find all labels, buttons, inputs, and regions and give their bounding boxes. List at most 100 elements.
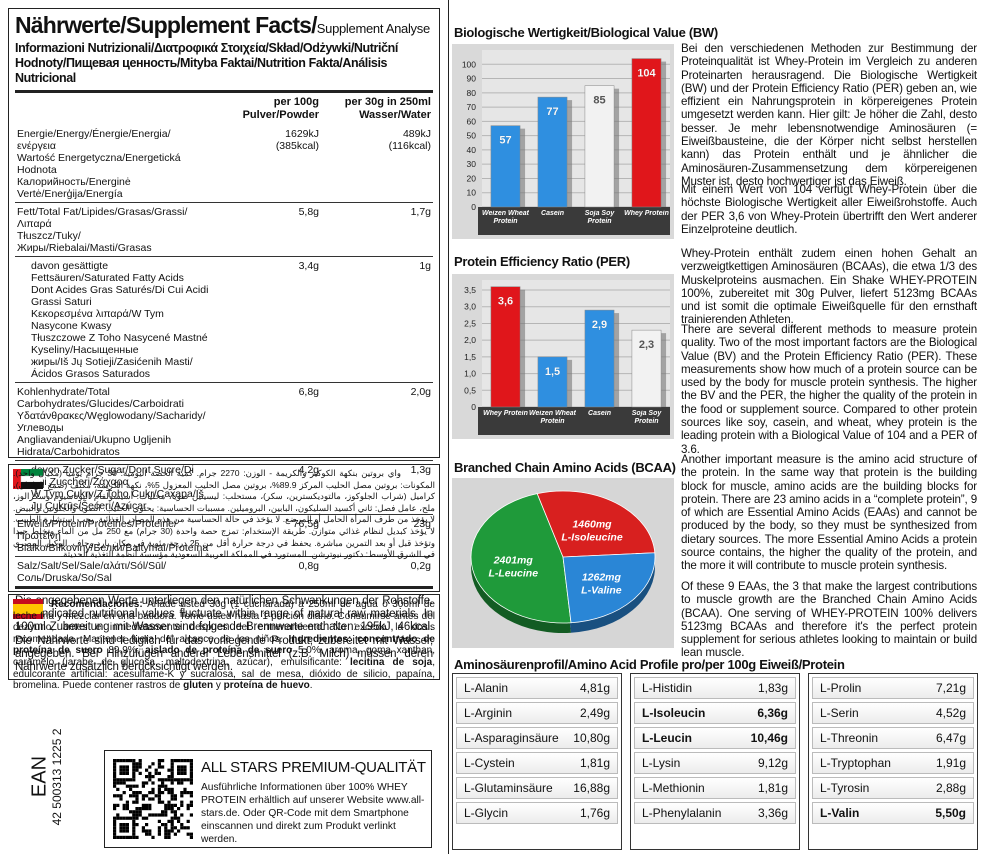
amino-value: 4,81g (579, 681, 610, 695)
qr-module (167, 819, 171, 823)
y-tick-label: 0 (471, 202, 476, 212)
qr-module (113, 826, 117, 830)
qr-module (132, 765, 136, 769)
x-label-box: Casein (541, 210, 564, 217)
qr-module (173, 778, 177, 782)
amino-column: L-Histidin 1,83g L-Isoleucin 6,36g L-Leucin 1… (630, 673, 800, 850)
qr-module (189, 800, 193, 804)
qr-module (151, 775, 155, 779)
slice-label: L-Isoleucine (561, 531, 622, 543)
qr-module (173, 816, 177, 820)
header-line: Hodnoty/Пищевая ценность/Mityba Faktai/N… (15, 56, 388, 85)
qr-module (116, 813, 120, 817)
nutrient-line: Κεκορεσμένα λιπαρά/W Tym Nasycone Kwasy (31, 308, 164, 332)
bar-side (660, 333, 667, 407)
qr-module (113, 794, 117, 798)
slice (470, 493, 572, 624)
amino-value: 2,88g (935, 781, 966, 795)
qr-module (113, 781, 117, 785)
qr-module (132, 829, 136, 833)
x-label-box: Soja Soy Protein (632, 410, 662, 425)
paragraph: Mit einem Wert von 104 verfügt Whey-Prot… (681, 183, 977, 236)
x-tick-label: Whey Protein (624, 210, 669, 217)
qr-module (122, 835, 126, 839)
paragraph: Whey-Protein enthält zudem einen hohen G… (681, 247, 977, 327)
qr-module (161, 800, 165, 804)
qr-module (167, 832, 171, 836)
amino-name: L-Threonin (820, 731, 879, 745)
qr-module (116, 803, 120, 807)
header-line: Informazioni Nutrizionali/Διατροφικά Στο… (15, 41, 398, 55)
nutrient-line: W Tym Cukry/Z Toho Cukr/Сахара/Iš Jų Cuk… (31, 488, 204, 512)
y-tick-label: 40 (467, 145, 477, 155)
qr-module (177, 816, 181, 820)
amino-row: L-Cystein 1,81g (456, 752, 618, 774)
qr-module (170, 778, 174, 782)
qr-module (113, 765, 117, 769)
qr-module (157, 819, 161, 823)
qr-module (180, 791, 184, 795)
qr-module (180, 759, 184, 763)
value-label: 3,6 (498, 296, 513, 308)
text-segment: Ingredientes: concentrado de proteína de… (13, 633, 435, 657)
qr-module (145, 807, 149, 811)
value-line: 2,0g (410, 386, 431, 398)
qr-module (173, 813, 177, 817)
nutrient-value: 3,4g (209, 260, 321, 380)
qr-module (119, 835, 123, 839)
qr-module (157, 826, 161, 830)
nutrient-line: Υδατάνθρακες/Węglowodany/Sacharidy/Углев… (17, 410, 206, 434)
value-line: 5,8g (298, 206, 319, 218)
qr-module (116, 835, 120, 839)
nutrient-line: Tłuszcz/Tuky/Жиры/Riebalai/Masti/Grasas (17, 230, 152, 254)
slice (562, 552, 656, 624)
qr-module (164, 803, 168, 807)
amino-row: L-Glutaminsäure 16,88g (456, 777, 618, 799)
text-segment: . (309, 680, 313, 692)
nutrient-value: 76,5g (209, 518, 321, 554)
qr-module (119, 771, 123, 775)
amino-name: L-Histidin (642, 681, 693, 695)
qr-module (161, 759, 165, 763)
qr-module (157, 832, 161, 836)
qr-title: ALL STARS PREMIUM-QUALITÄT (201, 759, 426, 776)
qr-module (180, 778, 184, 782)
qr-module (132, 759, 136, 763)
qr-module (148, 832, 152, 836)
qr-module (138, 791, 142, 795)
text-segment: Recomendaciones: (51, 599, 148, 610)
amino-value: 6,47g (935, 731, 966, 745)
bar (490, 125, 521, 208)
qr-module (135, 797, 139, 801)
value-line: (385kcal) (275, 140, 319, 152)
qr-module (173, 832, 177, 836)
qr-module (170, 816, 174, 820)
amino-row: L-Methionin 1,81g (634, 777, 796, 799)
ean-number: 42 500313 1225 2 (50, 728, 64, 826)
qr-module (157, 771, 161, 775)
qr-module (119, 768, 123, 772)
qr-module (122, 778, 126, 782)
qr-module (180, 826, 184, 830)
qr-module (161, 781, 165, 785)
bar-side (613, 88, 620, 207)
qr-module (173, 797, 177, 801)
qr-module (138, 771, 142, 775)
qr-module (186, 759, 190, 763)
qr-module (132, 768, 136, 772)
value-label: 85 (593, 95, 605, 107)
qr-module (180, 768, 184, 772)
text-segment: proteína de huevo (223, 680, 310, 692)
qr-module (145, 816, 149, 820)
text-segment: , edulcorante artificial: acesulfame-K y… (13, 656, 435, 692)
qr-module (154, 794, 158, 798)
amino-name: L-Arginin (464, 706, 513, 720)
qr-module (186, 803, 190, 807)
qr-module (148, 803, 152, 807)
qr-module (151, 781, 155, 785)
qr-module (119, 829, 123, 833)
qr-module (170, 787, 174, 791)
qr-module (141, 797, 145, 801)
qr-module (145, 794, 149, 798)
qr-module (167, 807, 171, 811)
